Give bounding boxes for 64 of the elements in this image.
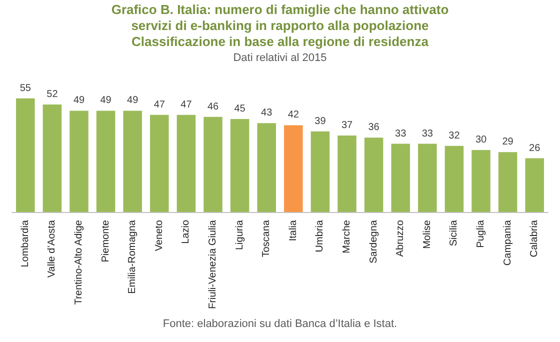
x-tick-label: Umbria <box>314 220 326 252</box>
data-label: 43 <box>261 108 273 119</box>
x-tick-label: Valle d’Aosta <box>46 220 58 278</box>
bar <box>310 131 330 212</box>
bar <box>16 98 35 212</box>
data-label: 42 <box>288 110 300 121</box>
data-label: 29 <box>502 136 514 148</box>
bar <box>123 110 142 212</box>
bar <box>418 144 437 212</box>
x-tick-label: Abruzzo <box>395 220 406 257</box>
data-label: 49 <box>100 95 112 106</box>
bar <box>472 150 490 212</box>
x-tick-label: Calabria <box>529 220 540 258</box>
data-label: 45 <box>234 104 246 114</box>
x-tick-label: Veneto <box>154 220 165 252</box>
data-label: 26 <box>529 142 541 154</box>
bar <box>176 114 196 212</box>
data-label: 36 <box>368 122 380 134</box>
bar <box>364 138 384 212</box>
data-label: 49 <box>127 95 139 106</box>
data-label: 47 <box>180 99 192 110</box>
bar <box>204 116 222 212</box>
text: Dati relativi al 2015 <box>232 52 328 64</box>
bar <box>498 152 518 212</box>
data-label: 47 <box>154 99 166 110</box>
bar <box>257 123 276 212</box>
data-label: 37 <box>341 120 353 132</box>
x-tick-label: Piemonte <box>100 220 112 262</box>
bar <box>525 158 544 212</box>
data-label: 55 <box>20 82 32 94</box>
x-tick-label: Friuli-Venezia Giulia <box>208 220 218 309</box>
x-tick-label: Toscana <box>261 220 272 258</box>
x-tick-label: Italia <box>288 220 299 242</box>
data-label: 30 <box>475 134 487 146</box>
data-label: 33 <box>395 128 407 140</box>
x-tick-label: Molise <box>422 220 433 249</box>
x-tick-label: Sicilia <box>448 220 460 246</box>
x-tick-label: Lazio <box>180 220 192 244</box>
x-tick-label: Trentino-Alto Adige <box>74 220 84 305</box>
bar <box>150 114 169 212</box>
x-tick-label: Lombardia <box>20 220 31 268</box>
data-label: 33 <box>422 128 434 140</box>
x-tick-label: Puglia <box>476 220 486 248</box>
bar <box>70 110 88 212</box>
x-tick-label: Emilia-Romagna <box>127 220 138 294</box>
chart-title: Grafico B. Italia: numero di famiglie che hanno attivato servizi di e-banking in rapporto alla popolazione <box>110 2 450 34</box>
x-tick-label: Liguria <box>234 220 246 250</box>
data-label: 49 <box>73 95 85 106</box>
x-tick-label: Campania <box>502 220 514 266</box>
bar <box>444 146 464 212</box>
chart-subtitle: Classificazione in base alla regione di residenza <box>130 34 430 50</box>
x-tick-label: Marche <box>342 220 352 254</box>
bar <box>391 144 410 212</box>
bar <box>230 119 250 212</box>
data-label: 32 <box>448 130 460 142</box>
bar <box>338 136 356 212</box>
data-label: 52 <box>46 89 58 100</box>
data-label: 39 <box>314 116 326 127</box>
bar <box>96 110 116 212</box>
source-note: Fonte: elaborazioni su dati Banca d’Italia e Istat. <box>162 318 398 330</box>
data-label: 46 <box>207 101 219 112</box>
bar <box>42 104 62 212</box>
x-tick-label: Sardegna <box>368 220 380 264</box>
bar <box>284 125 303 212</box>
